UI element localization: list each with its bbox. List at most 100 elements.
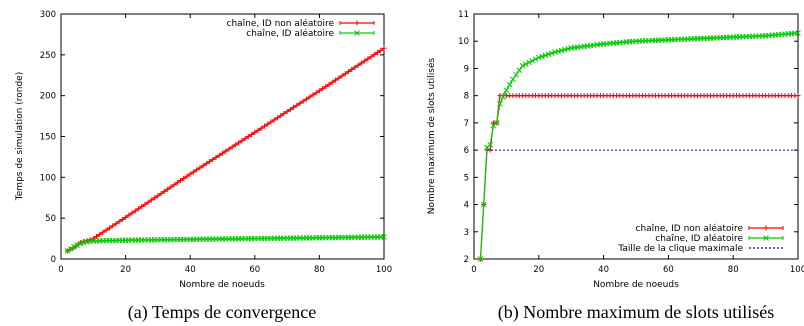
b-xtick-label: 100 bbox=[790, 265, 804, 275]
b-series-1-point bbox=[542, 52, 549, 59]
a-series-0-point bbox=[271, 117, 277, 123]
plot-frame-b bbox=[473, 13, 799, 260]
a-series-0-point bbox=[265, 121, 271, 127]
a-series-0-point bbox=[139, 204, 145, 210]
a-series-0-point bbox=[207, 159, 213, 165]
a-xtick-label: 0 bbox=[58, 265, 63, 275]
b-series-1-point bbox=[519, 62, 526, 69]
a-series-1-point bbox=[77, 240, 84, 247]
xlabel-a: Nombre de noeuds bbox=[179, 280, 265, 290]
a-series-0-point bbox=[223, 148, 229, 154]
a-legend-label-0: chaîne, ID non aléatoire bbox=[227, 18, 335, 29]
a-series-0-point bbox=[181, 175, 187, 181]
b-legend-marker-1 bbox=[763, 235, 769, 241]
plot-frame-a bbox=[60, 13, 385, 260]
a-series-1-point bbox=[74, 242, 81, 248]
a-series-0-point bbox=[239, 138, 245, 144]
b-series-1-point bbox=[513, 71, 519, 78]
caption-a: (a) Temps de convergence bbox=[128, 302, 317, 323]
b-series-1-point bbox=[477, 256, 484, 262]
a-series-0-point bbox=[110, 223, 116, 229]
a-ytick-label: 300 bbox=[40, 10, 56, 20]
a-ytick-label: 150 bbox=[40, 133, 56, 143]
a-series-0-point bbox=[90, 236, 96, 242]
a-series-0-point bbox=[252, 129, 258, 135]
a-series-0-point bbox=[194, 167, 200, 173]
b-xtick-label: 0 bbox=[471, 265, 476, 275]
a-series-0-point bbox=[119, 216, 125, 222]
a-series-0-point bbox=[132, 208, 138, 214]
b-series-1-point bbox=[558, 47, 565, 54]
a-ytick-label: 250 bbox=[40, 51, 56, 61]
b-series-1-point bbox=[493, 120, 500, 126]
b-series-1-point bbox=[535, 54, 542, 61]
a-series-0-point bbox=[220, 150, 225, 156]
a-series-0-point bbox=[236, 140, 242, 146]
a-series-0-point bbox=[323, 84, 329, 90]
a-series-0-point bbox=[168, 184, 174, 190]
b-series-1-point bbox=[510, 76, 516, 83]
a-series-0-point bbox=[203, 161, 209, 167]
a-ytick-label: 0 bbox=[51, 255, 56, 265]
b-series-line-0 bbox=[479, 95, 798, 260]
a-series-0-point bbox=[126, 212, 132, 218]
a-series-1-point bbox=[381, 234, 387, 240]
a-series-1-point bbox=[67, 245, 74, 252]
a-series-0-point bbox=[381, 45, 387, 51]
b-xtick-label: 80 bbox=[728, 265, 739, 275]
xlabel-b: Nombre de noeuds bbox=[593, 280, 679, 290]
b-ytick-label: 7 bbox=[464, 119, 469, 129]
a-series-0-point bbox=[103, 227, 109, 233]
b-series-1-point bbox=[480, 201, 487, 208]
b-series-1-point bbox=[487, 141, 494, 148]
a-series-0-point bbox=[284, 109, 290, 115]
a-legend-label-1: chaîne, ID aléatoire bbox=[246, 28, 334, 39]
b-series-1-point bbox=[526, 59, 532, 66]
a-series-0-point bbox=[300, 98, 306, 104]
a-series-0-point bbox=[375, 50, 381, 56]
a-series-0-point bbox=[307, 94, 313, 100]
b-series-1-point bbox=[565, 45, 571, 52]
b-series-1-point bbox=[561, 46, 568, 53]
b-legend-label-1: chaîne, ID aléatoire bbox=[655, 233, 743, 244]
a-series-0-point bbox=[106, 225, 112, 231]
b-series-1-point bbox=[516, 67, 523, 74]
a-series-0-point bbox=[345, 69, 351, 75]
a-series-0-point bbox=[313, 90, 319, 96]
a-ytick-label: 200 bbox=[40, 92, 56, 102]
a-series-0-point bbox=[297, 100, 303, 106]
a-series-0-point bbox=[152, 195, 158, 201]
b-series-1-point bbox=[506, 81, 513, 88]
a-series-0-point bbox=[242, 136, 248, 142]
b-series-1-point bbox=[795, 30, 801, 36]
b-ytick-label: 4 bbox=[464, 201, 469, 211]
b-legend-label-2: Taille de la clique maximale bbox=[617, 244, 743, 254]
b-series-1-point bbox=[529, 57, 536, 64]
a-ytick-label: 50 bbox=[45, 214, 56, 224]
a-series-0-point bbox=[365, 56, 371, 62]
b-series-1-point bbox=[552, 49, 558, 55]
a-series-0-point bbox=[142, 201, 148, 207]
b-series-1-point bbox=[503, 87, 510, 94]
caption-b: (b) Nombre maximum de slots utilisés bbox=[498, 302, 774, 323]
a-series-0-point bbox=[310, 92, 316, 98]
a-series-0-point bbox=[190, 169, 196, 175]
a-series-0-point bbox=[213, 154, 219, 160]
b-ytick-label: 11 bbox=[458, 10, 469, 20]
a-series-1-point bbox=[71, 243, 77, 250]
a-series-0-point bbox=[268, 119, 274, 125]
a-series-0-point bbox=[171, 182, 177, 188]
b-ytick-label: 9 bbox=[464, 64, 469, 74]
a-series-0-point bbox=[320, 86, 326, 92]
a-series-0-point bbox=[148, 197, 154, 203]
a-series-0-point bbox=[216, 152, 222, 158]
b-ytick-label: 3 bbox=[464, 228, 469, 238]
a-series-0-point bbox=[255, 127, 261, 133]
b-xtick-label: 20 bbox=[533, 265, 544, 275]
b-series-1-point bbox=[539, 53, 545, 60]
a-series-0-point bbox=[342, 71, 348, 77]
b-series-1-point bbox=[497, 100, 503, 107]
chart-a: 0 20 40 60 80 100 0 50 100 150 200 250 300 Nombre de… bbox=[15, 10, 392, 323]
